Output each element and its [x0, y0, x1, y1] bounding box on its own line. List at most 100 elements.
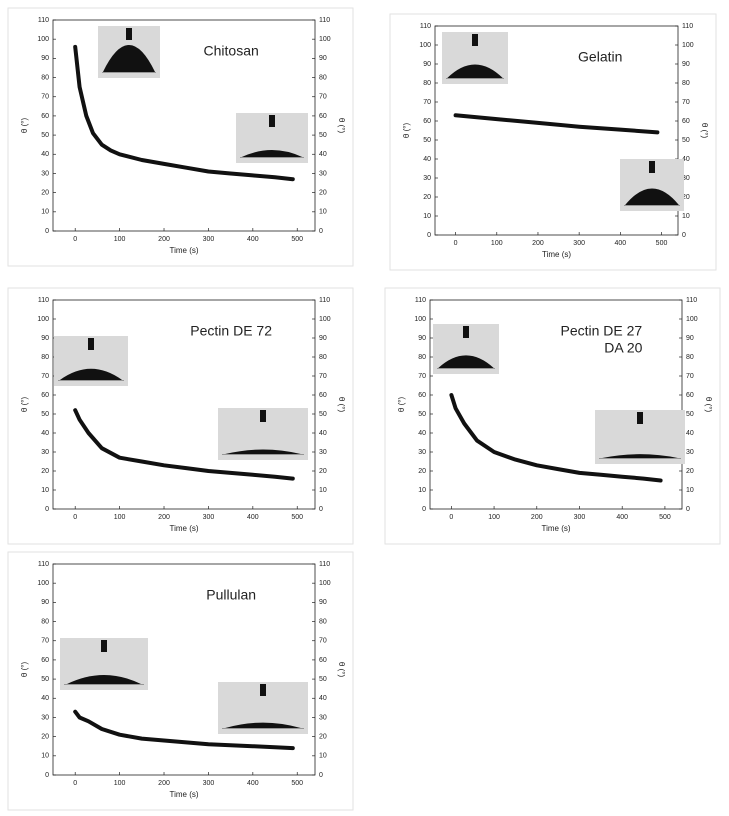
y-tick-label: 40	[41, 430, 49, 437]
data-line	[453, 113, 660, 135]
y2-tick-label: 0	[686, 506, 690, 513]
x-tick-label: 200	[531, 514, 543, 521]
data-line	[73, 408, 295, 481]
y-tick-label: 60	[423, 118, 431, 125]
x-tick-label: 100	[491, 240, 503, 247]
y2-tick-label: 80	[319, 354, 327, 361]
x-tick-label: 100	[114, 236, 126, 243]
y-tick-label: 30	[423, 175, 431, 182]
y-tick-label: 30	[41, 449, 49, 456]
y-tick-label: 0	[422, 506, 426, 513]
x-axis-label: Time (s)	[542, 250, 571, 259]
y2-tick-label: 100	[319, 316, 331, 323]
y-tick-label: 70	[41, 373, 49, 380]
y2-tick-label: 90	[686, 335, 694, 342]
y2-tick-label: 60	[319, 113, 327, 120]
x-axis-label: Time (s)	[169, 790, 198, 799]
y-tick-label: 110	[38, 297, 49, 304]
y-tick-label: 90	[41, 335, 49, 342]
x-tick-label: 500	[291, 780, 303, 787]
y2-tick-label: 50	[686, 411, 694, 418]
y2-tick-label: 70	[319, 638, 327, 645]
chart-panel: 0 10 20 30 40 50 60 70 80 90 100 110 0 10 20 30 40 50 60 70…	[7, 7, 354, 267]
y2-tick-label: 90	[319, 55, 327, 62]
y-tick-label: 60	[41, 392, 49, 399]
droplet	[67, 675, 141, 684]
y-axis-label: θ (°)	[397, 397, 406, 413]
needle	[472, 34, 478, 46]
y2-tick-label: 90	[319, 335, 327, 342]
y-tick-label: 40	[418, 430, 426, 437]
needle	[463, 326, 469, 338]
y-tick-label: 10	[41, 753, 49, 760]
y2-tick-label: 10	[682, 213, 690, 220]
x-tick-label: 200	[158, 236, 170, 243]
panel-frame	[389, 13, 717, 271]
chart-title: Gelatin	[578, 49, 622, 65]
y-tick-label: 70	[423, 99, 431, 106]
y2-tick-label: 20	[319, 733, 327, 740]
needle	[260, 410, 266, 422]
y-tick-label: 50	[41, 676, 49, 683]
x-tick-label: 400	[247, 514, 259, 521]
y-tick-label: 20	[41, 733, 49, 740]
y2-tick-label: 90	[319, 599, 327, 606]
data-line	[73, 709, 295, 751]
y2-tick-label: 100	[319, 580, 331, 587]
y-tick-label: 80	[423, 80, 431, 87]
y2-tick-label: 60	[319, 392, 327, 399]
y2-tick-label: 30	[319, 714, 327, 721]
needle	[260, 684, 266, 696]
y-tick-label: 40	[41, 151, 49, 158]
y-axis-label: θ (°)	[402, 123, 411, 139]
y2-tick-label: 20	[319, 468, 327, 475]
x-tick-label: 300	[203, 514, 215, 521]
y2-tick-label: 70	[682, 99, 690, 106]
x-tick-label: 500	[659, 514, 671, 521]
y-tick-label: 10	[423, 213, 431, 220]
y2-tick-label: 70	[319, 373, 327, 380]
needle	[637, 412, 643, 424]
chart-panel: 0 10 20 30 40 50 60 70 80 90 100 110 0 10 20 30 40 50 60 70…	[7, 287, 354, 545]
y-tick-label: 60	[41, 113, 49, 120]
droplet	[241, 150, 303, 157]
y2-tick-label: 40	[319, 430, 327, 437]
y2-tick-label: 110	[319, 561, 330, 568]
x-axis-label: Time (s)	[541, 524, 570, 533]
y2-tick-label: 60	[682, 118, 690, 125]
y-axis-label: θ (°)	[20, 662, 29, 678]
y2-axis-label: θ (°)	[337, 662, 346, 678]
y-tick-label: 50	[41, 132, 49, 139]
y2-axis-label: θ (°)	[700, 123, 709, 139]
data-line	[449, 393, 663, 483]
x-tick-label: 500	[291, 236, 303, 243]
y2-tick-label: 90	[682, 61, 690, 68]
y-tick-label: 20	[41, 189, 49, 196]
y2-tick-label: 30	[319, 449, 327, 456]
data-line	[73, 44, 295, 182]
droplet	[225, 449, 301, 454]
y2-tick-label: 50	[319, 676, 327, 683]
y-tick-label: 60	[41, 657, 49, 664]
chart-title: DA 20	[604, 340, 642, 356]
y2-tick-label: 0	[319, 228, 323, 235]
droplet	[102, 45, 156, 72]
x-tick-label: 400	[247, 780, 259, 787]
chart-title: Chitosan	[204, 43, 259, 59]
y-axis-label: θ (°)	[20, 118, 29, 134]
y2-tick-label: 0	[319, 772, 323, 779]
y2-tick-label: 10	[319, 753, 327, 760]
chart-panel: 0 10 20 30 40 50 60 70 80 90 100 110 0 10 20 30 40 50 60 70…	[384, 287, 721, 545]
y-tick-label: 50	[41, 411, 49, 418]
x-tick-label: 300	[573, 240, 585, 247]
y2-tick-label: 80	[319, 618, 327, 625]
y2-tick-label: 70	[686, 373, 694, 380]
droplet	[438, 355, 494, 368]
y2-tick-label: 50	[319, 411, 327, 418]
y-tick-label: 100	[37, 316, 49, 323]
y-tick-label: 20	[418, 468, 426, 475]
x-tick-label: 0	[449, 514, 453, 521]
y-tick-label: 10	[418, 487, 426, 494]
y2-tick-label: 40	[319, 151, 327, 158]
x-tick-label: 500	[656, 240, 668, 247]
